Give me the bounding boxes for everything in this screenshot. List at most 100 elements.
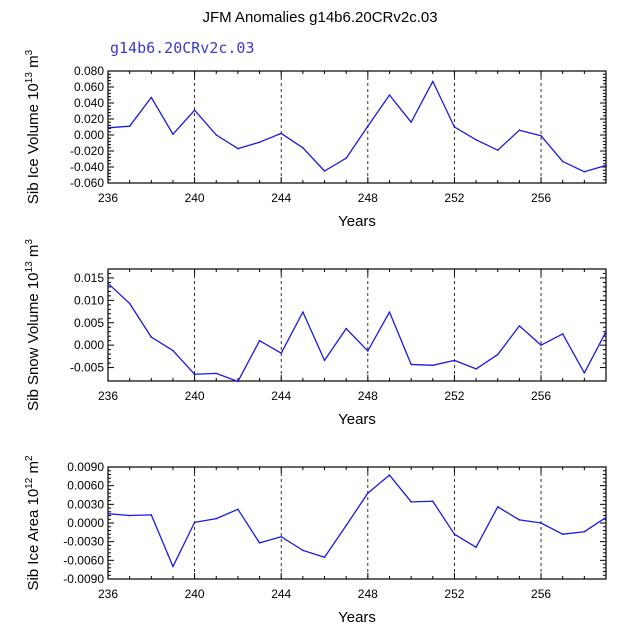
x-tick-label: 248 <box>358 191 378 205</box>
data-point <box>475 139 477 141</box>
data-point <box>605 164 607 167</box>
data-point <box>258 339 261 342</box>
data-point <box>431 364 434 367</box>
x-tick-label: 252 <box>444 191 464 205</box>
data-point <box>280 535 283 538</box>
data-point <box>323 556 326 559</box>
y-axis-label-superscript: 3 <box>24 49 35 55</box>
y-tick-label: 0.0030 <box>67 497 104 511</box>
x-tick-label: 252 <box>444 587 464 601</box>
data-point <box>215 517 218 520</box>
data-point <box>128 302 131 305</box>
data-point <box>518 519 521 521</box>
y-axis-label-superscript: 13 <box>24 72 35 84</box>
x-tick-label: 240 <box>185 389 205 403</box>
data-point <box>540 522 542 524</box>
x-tick-label: 256 <box>531 389 551 403</box>
data-point <box>561 533 564 535</box>
x-axis-label: Years <box>338 609 376 626</box>
data-point <box>237 147 239 150</box>
data-point <box>367 125 369 127</box>
y-axis-label-superscript: 3 <box>24 239 35 245</box>
data-point <box>453 126 456 128</box>
y-axis-label-superscript: 12 <box>24 477 35 489</box>
data-point <box>583 372 586 374</box>
data-point <box>237 380 239 383</box>
data-point <box>345 157 347 159</box>
panels-group: 236 240 244 248 252 256 -0.060 -0.040 -0.020 0.00… <box>24 49 607 626</box>
series-line <box>107 282 607 383</box>
x-axis-label: Years <box>338 411 376 428</box>
data-point <box>453 359 456 362</box>
data-point <box>561 160 564 163</box>
data-point <box>496 353 499 356</box>
y-axis-label-superscript: 13 <box>24 261 35 273</box>
data-point <box>215 372 218 375</box>
data-point <box>345 524 347 527</box>
data-point <box>367 350 369 352</box>
data-point <box>540 344 542 346</box>
data-point <box>193 521 196 524</box>
data-point <box>150 96 153 99</box>
data-point <box>605 516 607 519</box>
data-point <box>172 565 174 568</box>
y-axis-label-part: m <box>25 55 42 72</box>
data-point <box>388 474 391 476</box>
data-point <box>518 129 521 131</box>
data-point <box>496 506 499 508</box>
data-point <box>237 508 239 511</box>
data-point <box>410 121 412 123</box>
x-tick-label: 252 <box>444 389 464 403</box>
data-point <box>561 333 564 335</box>
data-point <box>128 125 131 127</box>
y-tick-label: 0.010 <box>74 293 104 307</box>
panel-3: 236 240 244 248 252 256 -0.0090 -0.0060 -0.0030 0… <box>24 455 607 626</box>
data-point <box>345 327 347 330</box>
y-tick-label: 0.0060 <box>67 479 104 493</box>
data-point <box>518 325 521 327</box>
x-tick-label: 240 <box>185 587 205 601</box>
data-point <box>323 170 326 172</box>
data-point <box>323 359 326 362</box>
y-axis-label-part: Sib Ice Area 10 <box>25 489 42 591</box>
data-point <box>475 546 477 549</box>
y-tick-label: 0.080 <box>74 64 104 78</box>
data-point <box>453 533 456 535</box>
x-tick-label: 236 <box>98 191 118 205</box>
data-point <box>107 127 109 129</box>
data-point <box>280 352 283 355</box>
x-tick-label: 244 <box>271 587 291 601</box>
y-axis-label-part: m <box>25 461 42 478</box>
data-point <box>280 132 283 135</box>
data-point <box>193 373 196 376</box>
plot-frame <box>107 70 607 184</box>
data-point <box>583 171 586 173</box>
data-point <box>475 368 477 370</box>
data-point <box>302 311 304 313</box>
data-point <box>172 133 174 135</box>
data-point <box>388 94 391 96</box>
x-tick-label: 256 <box>531 191 551 205</box>
data-point <box>258 542 261 544</box>
y-tick-label: -0.0090 <box>63 572 104 586</box>
x-tick-label: 236 <box>98 389 118 403</box>
data-point <box>128 514 131 517</box>
x-tick-label: 244 <box>271 389 291 403</box>
data-point <box>193 109 196 111</box>
x-tick-label: 244 <box>271 191 291 205</box>
y-tick-label: 0.0090 <box>67 460 104 474</box>
y-tick-label: 0.005 <box>74 316 104 330</box>
y-tick-label: -0.040 <box>70 160 104 174</box>
x-tick-label: 248 <box>358 389 378 403</box>
y-tick-label: -0.0030 <box>63 535 104 549</box>
data-point <box>150 336 153 338</box>
y-tick-label: 0.060 <box>74 80 104 94</box>
y-tick-label: -0.0060 <box>63 553 104 567</box>
data-point <box>496 149 499 151</box>
y-axis-label: Sib Snow Volume 1013 m3 <box>24 239 42 411</box>
data-point <box>302 549 304 552</box>
x-tick-label: 248 <box>358 587 378 601</box>
y-axis-label: Sib Ice Area 1012 m2 <box>24 455 42 591</box>
data-point <box>540 135 542 137</box>
